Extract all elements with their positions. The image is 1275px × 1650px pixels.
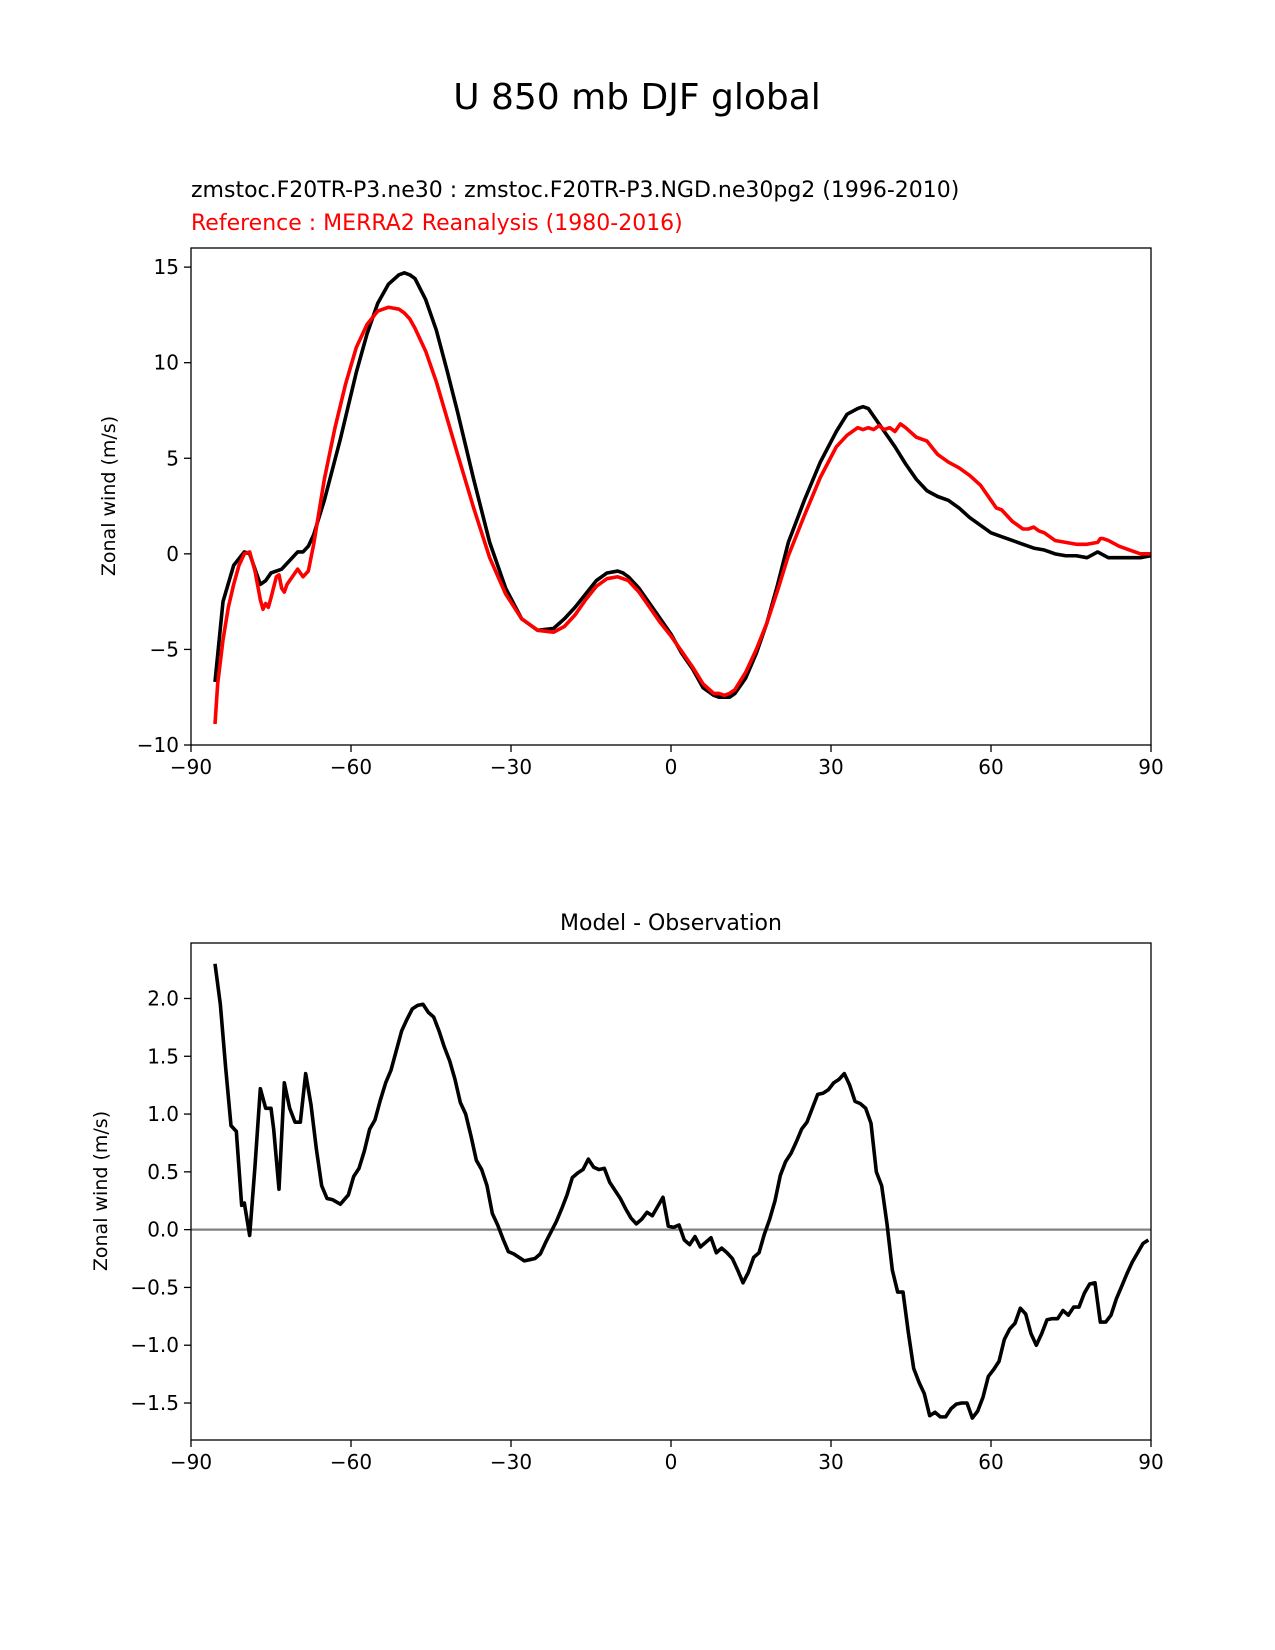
bottom-plot-frame	[190, 942, 1152, 1441]
top-y-tick-label: 5	[166, 446, 179, 470]
bottom-y-tick-label: −0.5	[130, 1275, 179, 1299]
top-x-tick-label: 60	[978, 755, 1003, 779]
bottom-x-tick-label: 30	[818, 1450, 843, 1474]
bottom-x-tick-label: 60	[978, 1450, 1003, 1474]
top-panel-reference-title: Reference : MERRA2 Reanalysis (1980-2016…	[191, 211, 683, 236]
top-y-tick-label: −5	[150, 637, 179, 661]
top-y-tick-label: 15	[154, 255, 179, 279]
bottom-y-tick-label: 1.0	[147, 1102, 179, 1126]
top-series-line-reference	[213, 305, 1151, 725]
top-x-tick-label: 90	[1138, 755, 1163, 779]
bottom-series-layer	[213, 963, 1150, 1420]
bottom-y-tick-label: 1.5	[147, 1044, 179, 1068]
bottom-y-tick-label: 0.5	[147, 1160, 179, 1184]
top-series-layer	[213, 271, 1152, 725]
top-x-tick-label: −30	[490, 755, 532, 779]
bottom-x-tick-label: 0	[665, 1450, 678, 1474]
top-x-tick-label: 30	[818, 755, 843, 779]
top-y-tick-label: −10	[137, 733, 179, 757]
bottom-y-tick-label: −1.5	[130, 1391, 179, 1415]
bottom-y-tick-label: 2.0	[147, 986, 179, 1010]
bottom-y-axis-label: Zonal wind (m/s)	[90, 1111, 112, 1271]
bottom-panel: Model - Observation −90 −60 −30 0 30 60 90 −1.5…	[90, 911, 1164, 1474]
top-x-tick-label: −90	[170, 755, 212, 779]
bottom-tick-layer: −90 −60 −30 0 30 60 90 −1.5 −1.0 −0.5 0.0 0.5 1.0 1.5…	[130, 986, 1163, 1474]
top-tick-layer: −90 −60 −30 0 30 60 90 −10 −5 0 5 10 15	[137, 255, 1164, 779]
bottom-panel-title: Model - Observation	[560, 911, 782, 936]
top-y-axis-label: Zonal wind (m/s)	[98, 416, 120, 576]
bottom-x-tick-label: −90	[170, 1450, 212, 1474]
top-panel-title: zmstoc.F20TR-P3.ne30 : zmstoc.F20TR-P3.N…	[191, 178, 959, 203]
bottom-x-tick-label: 90	[1138, 1450, 1163, 1474]
top-x-tick-label: −60	[330, 755, 372, 779]
top-y-tick-label: 10	[154, 351, 179, 375]
bottom-x-tick-label: −60	[330, 1450, 372, 1474]
figure-title: U 850 mb DJF global	[453, 77, 821, 118]
bottom-y-tick-label: −1.0	[130, 1333, 179, 1357]
bottom-series-line-model	[213, 963, 1150, 1420]
bottom-x-tick-label: −30	[490, 1450, 532, 1474]
top-y-tick-label: 0	[166, 542, 179, 566]
top-plot-frame	[190, 247, 1152, 746]
top-x-tick-label: 0	[665, 755, 678, 779]
top-panel: zmstoc.F20TR-P3.ne30 : zmstoc.F20TR-P3.N…	[98, 178, 1164, 779]
bottom-y-tick-label: 0.0	[147, 1218, 179, 1242]
top-series-line-model	[213, 271, 1152, 700]
